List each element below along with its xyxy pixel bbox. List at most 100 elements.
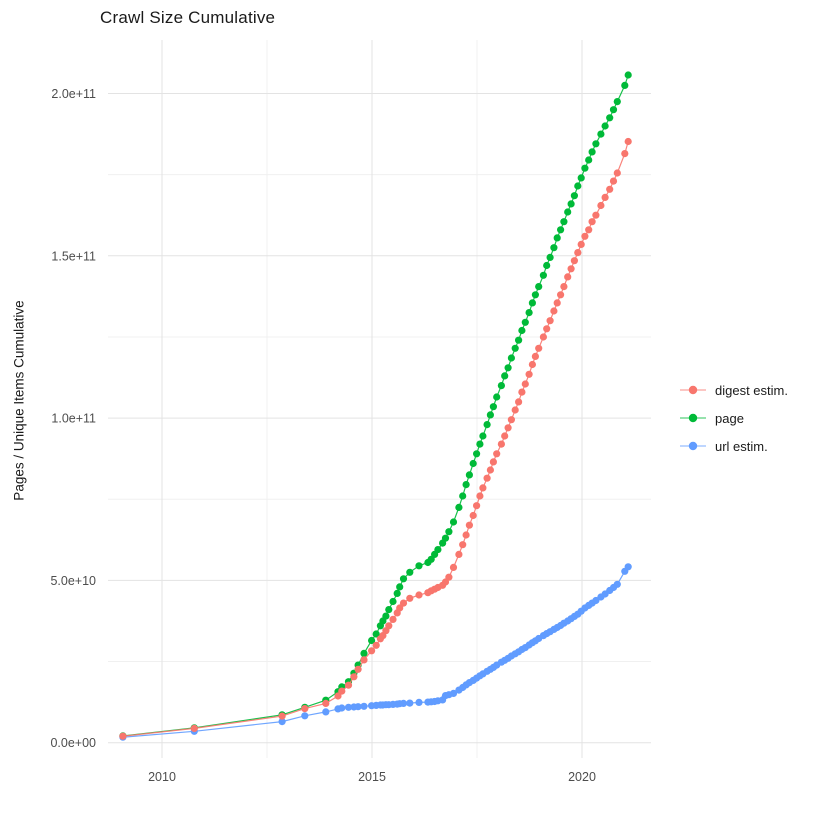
legend-label: digest estim. bbox=[715, 382, 788, 398]
data-point bbox=[564, 273, 572, 281]
data-point bbox=[322, 708, 330, 716]
data-point bbox=[338, 687, 346, 695]
series-points-page bbox=[119, 71, 632, 740]
data-point bbox=[521, 318, 529, 326]
data-point bbox=[581, 232, 589, 240]
data-point bbox=[613, 169, 621, 177]
data-point bbox=[415, 591, 423, 599]
data-point bbox=[354, 665, 362, 673]
data-point bbox=[564, 208, 572, 216]
data-point bbox=[483, 474, 491, 482]
data-point bbox=[613, 580, 621, 588]
data-point bbox=[518, 326, 526, 335]
data-point bbox=[455, 503, 463, 511]
data-point bbox=[190, 724, 198, 733]
legend-key-dot bbox=[688, 385, 698, 395]
data-point bbox=[493, 393, 501, 401]
data-point bbox=[567, 200, 575, 208]
data-point bbox=[406, 594, 414, 602]
data-point bbox=[550, 244, 558, 252]
data-point bbox=[606, 185, 614, 193]
data-point bbox=[486, 466, 494, 474]
data-point bbox=[577, 174, 585, 182]
data-point bbox=[434, 546, 442, 554]
data-point bbox=[592, 211, 600, 219]
data-point bbox=[535, 344, 543, 352]
data-point bbox=[354, 703, 362, 711]
data-point bbox=[511, 406, 519, 414]
data-point bbox=[278, 718, 286, 726]
data-point bbox=[518, 388, 526, 396]
data-point bbox=[504, 364, 512, 372]
x-axis-tick-label: 2010 bbox=[148, 770, 176, 784]
legend-item-digest-estim: digest estim. bbox=[678, 380, 788, 400]
data-point bbox=[301, 712, 309, 720]
data-point bbox=[393, 589, 401, 598]
data-point bbox=[462, 481, 470, 489]
legend-key-icon bbox=[680, 385, 706, 395]
data-point bbox=[368, 636, 376, 645]
data-point bbox=[476, 492, 484, 500]
data-point bbox=[609, 106, 618, 114]
data-point bbox=[528, 360, 537, 369]
data-point bbox=[497, 382, 505, 390]
data-point bbox=[382, 612, 390, 620]
legend-key-dot bbox=[688, 441, 698, 451]
data-point bbox=[469, 511, 477, 520]
chart-title: Crawl Size Cumulative bbox=[100, 8, 276, 27]
data-point bbox=[483, 421, 491, 429]
data-point bbox=[585, 156, 593, 164]
data-point bbox=[528, 299, 537, 307]
data-point bbox=[459, 492, 467, 500]
data-point bbox=[550, 307, 558, 315]
data-point bbox=[360, 702, 368, 710]
legend-key-icon bbox=[680, 413, 706, 423]
data-point bbox=[344, 681, 353, 689]
data-point bbox=[497, 440, 505, 448]
data-point bbox=[543, 325, 551, 333]
data-point bbox=[372, 641, 380, 649]
data-point bbox=[624, 137, 632, 146]
data-point bbox=[385, 622, 393, 630]
data-point bbox=[560, 218, 568, 226]
data-point bbox=[441, 534, 450, 542]
data-point bbox=[389, 597, 397, 606]
data-point bbox=[476, 440, 484, 448]
data-point bbox=[597, 201, 605, 210]
data-point bbox=[531, 291, 540, 299]
data-point bbox=[613, 98, 621, 106]
data-point bbox=[621, 150, 629, 158]
data-point bbox=[489, 458, 497, 466]
data-point bbox=[515, 398, 523, 406]
x-axis-tick-label: 2020 bbox=[568, 770, 596, 784]
data-point bbox=[515, 336, 523, 344]
data-point bbox=[624, 563, 632, 571]
data-point bbox=[445, 528, 453, 536]
data-point bbox=[557, 291, 565, 299]
data-point bbox=[399, 699, 408, 708]
data-point bbox=[489, 403, 497, 411]
data-point bbox=[539, 271, 548, 279]
legend-key-icon bbox=[680, 441, 706, 451]
data-point bbox=[601, 122, 609, 130]
data-point bbox=[525, 309, 533, 317]
data-point bbox=[462, 531, 470, 539]
legend-item-page: page bbox=[678, 408, 788, 428]
data-point bbox=[543, 261, 551, 270]
data-point bbox=[606, 114, 614, 122]
data-point bbox=[465, 521, 473, 529]
data-point bbox=[368, 647, 376, 655]
data-point bbox=[585, 226, 593, 234]
data-point bbox=[322, 699, 330, 708]
data-point bbox=[415, 562, 423, 570]
series-line-url-estim- bbox=[122, 566, 629, 738]
data-point bbox=[344, 703, 353, 711]
data-point bbox=[507, 416, 515, 424]
data-point bbox=[278, 712, 286, 720]
data-point bbox=[406, 699, 414, 707]
data-point bbox=[396, 604, 404, 612]
data-point bbox=[588, 148, 596, 156]
data-point bbox=[504, 424, 512, 432]
